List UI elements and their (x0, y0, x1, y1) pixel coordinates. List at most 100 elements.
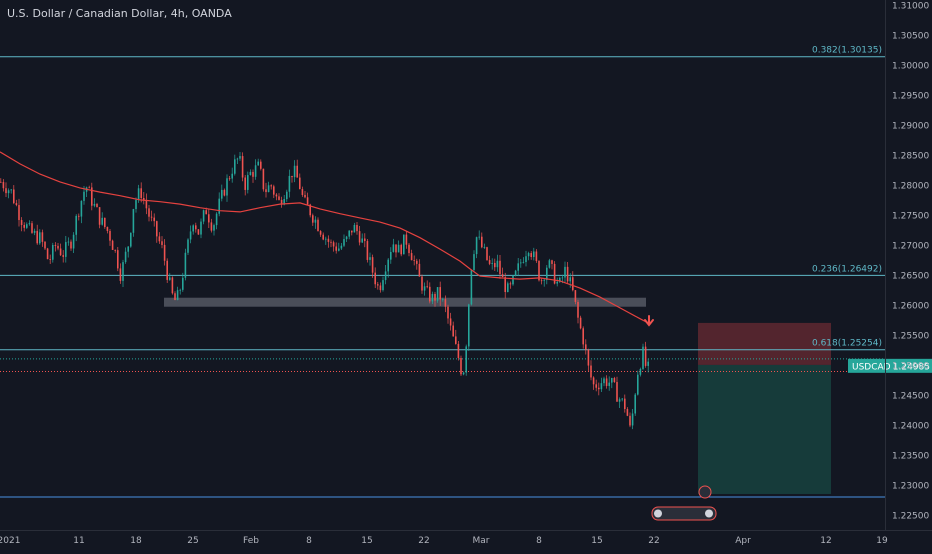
price-tick-label: 1.26500 (892, 271, 929, 281)
candle-body (189, 231, 192, 240)
candle-body (327, 238, 330, 242)
candle-body (475, 237, 478, 255)
candle-body (530, 253, 532, 257)
stop-loss-zone[interactable] (698, 322, 831, 365)
candle-body (143, 197, 145, 200)
time-tick-label: 19 (876, 536, 888, 546)
candle-body (637, 374, 639, 395)
candle-body (361, 238, 363, 243)
candle-body (603, 378, 605, 384)
candle-body (390, 251, 392, 260)
candle-body (358, 231, 361, 243)
candle-body (10, 189, 12, 191)
candle-body (343, 239, 345, 246)
candle-body (70, 241, 72, 249)
take-profit-zone[interactable] (698, 364, 831, 494)
candle-body (616, 382, 618, 402)
candle-body (244, 177, 246, 190)
candle-body (322, 234, 324, 240)
candle-body (473, 254, 475, 270)
price-tick-label: 1.29000 (892, 121, 929, 131)
events-cluster[interactable] (651, 485, 717, 521)
candle-body (301, 189, 304, 195)
price-tick-label: 1.27500 (892, 211, 929, 221)
candle-body (410, 253, 413, 261)
candle-body (483, 247, 486, 248)
candle-body (514, 270, 517, 276)
candle-body (210, 222, 213, 231)
candle-body (67, 241, 70, 243)
time-tick-label: 25 (187, 536, 198, 546)
candle-body (460, 358, 462, 375)
price-tick-label: 1.29500 (892, 91, 929, 101)
candle-body (2, 182, 5, 189)
candle-body (387, 259, 389, 272)
candle-body (509, 283, 512, 285)
candle-body (351, 230, 353, 233)
candle-body (559, 277, 561, 282)
candle-body (595, 384, 597, 388)
candle-body (465, 346, 467, 373)
candle-body (639, 368, 642, 375)
time-tick-label: Apr (735, 536, 751, 546)
event-badge-icon[interactable] (698, 485, 712, 499)
candle-body (106, 226, 109, 231)
support-zone[interactable] (164, 297, 646, 307)
candle-body (260, 161, 262, 169)
events-strip[interactable] (651, 506, 717, 521)
candle-body (163, 244, 166, 261)
candle-body (46, 248, 49, 260)
time-tick-label: 22 (648, 536, 659, 546)
candle-body (631, 413, 634, 426)
candle-body (395, 244, 397, 253)
candle-body (114, 249, 116, 251)
candle-body (41, 232, 44, 242)
price-tick-label: 1.28000 (892, 181, 929, 191)
candle-body (273, 186, 275, 195)
candle-body (5, 188, 7, 194)
candle-body (556, 281, 558, 284)
candle-body (345, 236, 348, 240)
candle-body (598, 387, 600, 390)
candle-body (400, 244, 402, 255)
candle-body (512, 275, 514, 285)
candle-body (88, 187, 90, 189)
candle-body (416, 260, 418, 264)
candle-body (621, 398, 623, 400)
event-flag-icon[interactable] (705, 509, 713, 518)
candle-body (496, 260, 499, 268)
candle-body (117, 250, 119, 269)
fib-level-label: 0.236(1.26492) (812, 264, 882, 274)
candle-body (501, 274, 504, 278)
candle-body (647, 361, 649, 366)
candle-body (161, 241, 163, 245)
candle-body (608, 382, 610, 386)
candle-body (431, 293, 434, 302)
candle-body (187, 239, 189, 253)
moving-average-line[interactable] (0, 151, 649, 324)
candle-body (96, 203, 98, 208)
candle-body (504, 277, 506, 293)
candle-body (200, 221, 202, 235)
candle-body (236, 158, 239, 160)
candle-body (577, 301, 579, 318)
candle-body (449, 318, 452, 326)
candle-body (109, 230, 111, 241)
candle-body (488, 260, 491, 264)
candle-body (145, 199, 148, 209)
candle-body (618, 399, 621, 402)
time-tick-label: 8 (536, 536, 542, 546)
candle-body (91, 187, 93, 206)
candle-body (306, 197, 309, 205)
candle-body (457, 343, 460, 359)
candle-body (600, 383, 603, 390)
candle-body (288, 175, 291, 192)
candle-body (340, 245, 343, 249)
candle-body (309, 204, 311, 216)
candle-body (374, 272, 376, 285)
candle-body (98, 207, 101, 225)
event-flag-icon[interactable] (654, 509, 662, 518)
candle-body (494, 262, 496, 268)
